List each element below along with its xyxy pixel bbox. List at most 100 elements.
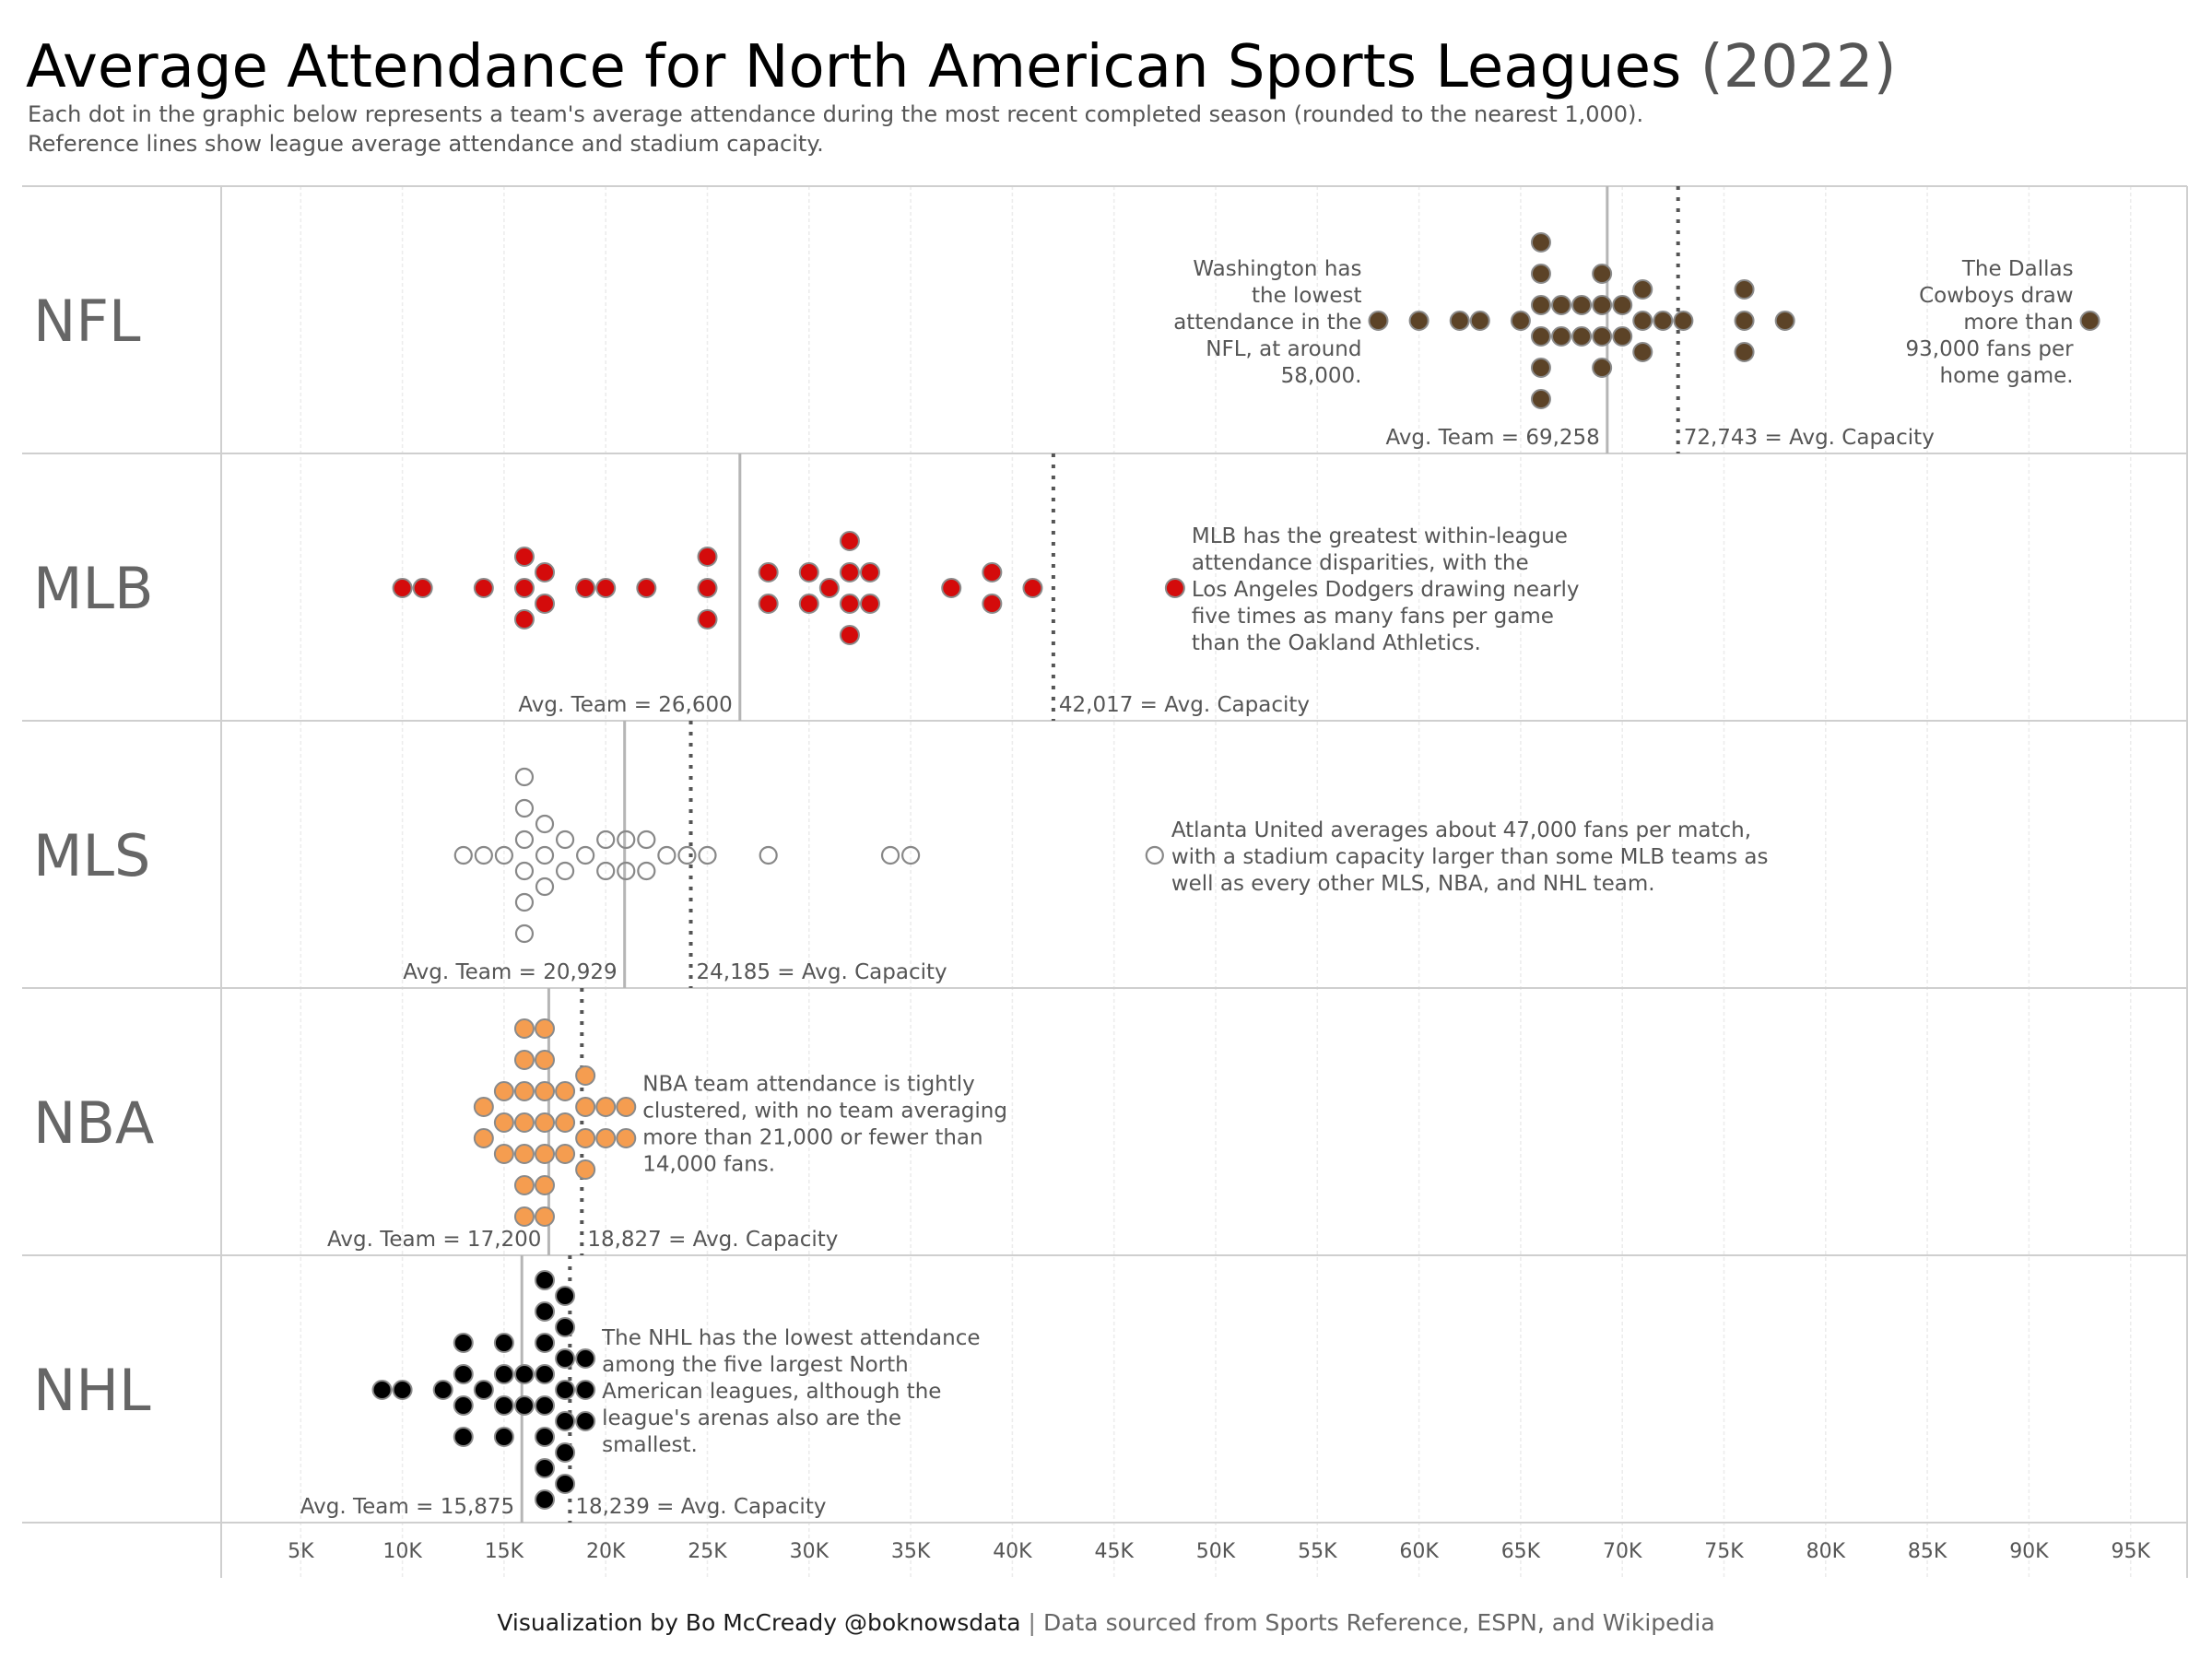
dot-mls-18k [555, 861, 575, 881]
league-label-nba: NBA [33, 1089, 154, 1157]
dot-nba-17k [535, 1206, 556, 1227]
annotation-nba-0: NBA team attendance is tightly clustered,… [642, 1073, 1007, 1177]
avg-team-label: Avg. Team = 17,200 [327, 1228, 541, 1252]
annotation-line: 14,000 fans. [642, 1153, 775, 1177]
dot-nfl-67k [1551, 295, 1572, 315]
dot-nfl-66k [1530, 358, 1551, 378]
x-tick-label: 90K [2009, 1540, 2049, 1563]
annotation-line: Atlanta United averages about 47,000 fan… [1171, 818, 1751, 842]
dot-nfl-76k [1734, 279, 1755, 300]
annotation-line: among the five largest North [602, 1353, 909, 1377]
annotation-line: more than 21,000 or fewer than [642, 1126, 982, 1150]
avg-team-label: Avg. Team = 20,929 [403, 960, 617, 984]
annotation-line: clustered, with no team averaging [642, 1100, 1007, 1124]
dot-mlb-16k [513, 609, 535, 629]
dot-mls-25k [698, 845, 717, 865]
dot-mls-17k [535, 877, 555, 897]
dot-nhl-19k [575, 1380, 596, 1400]
dot-mlb-48k [1164, 578, 1185, 598]
dot-mlb-41k [1022, 578, 1043, 598]
dot-mlb-16k [513, 547, 535, 567]
dot-mlb-25k [697, 547, 718, 567]
dot-nhl-13k [453, 1333, 474, 1353]
dot-nfl-69k [1592, 326, 1613, 347]
dot-nba-21k [616, 1128, 637, 1148]
dot-nfl-78k [1774, 311, 1795, 331]
avg-capacity-label: 72,743 = Avg. Capacity [1684, 426, 1935, 450]
dot-nba-14k [473, 1128, 494, 1148]
dot-nhl-15k [493, 1427, 514, 1447]
dot-nhl-18k [555, 1411, 576, 1431]
avg-team-label: Avg. Team = 69,258 [1385, 426, 1599, 450]
dot-nfl-68k [1571, 295, 1593, 315]
dot-nfl-70k [1612, 326, 1633, 347]
dot-nba-18k [555, 1144, 576, 1164]
dot-mlb-28k [758, 594, 779, 614]
dot-mlb-11k [412, 578, 433, 598]
dot-mlb-37k [941, 578, 962, 598]
dot-nba-18k [555, 1081, 576, 1101]
dot-nba-17k [535, 1050, 556, 1070]
footer-separator: | [1028, 1609, 1036, 1636]
dot-nhl-17k [535, 1270, 556, 1290]
dot-nhl-14k [473, 1380, 494, 1400]
dot-mls-23k [657, 845, 677, 865]
dot-nba-16k [513, 1050, 535, 1070]
dot-mls-14k [474, 845, 493, 865]
dot-mls-21k [617, 830, 636, 850]
annotation-nfl-0: Washington has the lowest attendance in th… [1173, 257, 1361, 388]
dot-nhl-16k [513, 1364, 535, 1384]
dot-mlb-30k [798, 594, 819, 614]
annotation-line: than the Oakland Athletics. [1192, 631, 1481, 655]
dot-mlb-28k [758, 562, 779, 582]
chart-subtitle-line-1: Each dot in the graphic below represents… [28, 101, 1644, 127]
x-tick-label: 60K [1399, 1540, 1439, 1563]
dot-nhl-13k [453, 1395, 474, 1416]
dot-nba-19k [575, 1159, 596, 1180]
dot-nhl-15k [493, 1333, 514, 1353]
dot-nba-20k [595, 1128, 617, 1148]
dot-mls-47k [1145, 845, 1164, 865]
dot-nfl-66k [1530, 232, 1551, 253]
dot-nfl-71k [1632, 342, 1653, 362]
dot-mls-13k [453, 845, 473, 865]
league-label-nhl: NHL [33, 1357, 151, 1424]
dot-mls-20k [596, 830, 616, 850]
dot-nfl-76k [1734, 342, 1755, 362]
dot-nfl-66k [1530, 264, 1551, 284]
annotation-line: 93,000 fans per [1906, 337, 2075, 361]
dot-mls-17k [535, 814, 555, 834]
dot-mls-16k [514, 924, 535, 944]
dot-nba-16k [513, 1112, 535, 1133]
dot-nfl-66k [1530, 326, 1551, 347]
dot-nba-19k [575, 1128, 596, 1148]
dot-mls-24k [677, 845, 697, 865]
dot-nhl-17k [535, 1489, 556, 1510]
annotation-line: the lowest [1252, 284, 1361, 308]
dot-nfl-71k [1632, 311, 1653, 331]
x-tick-label: 35K [891, 1540, 931, 1563]
dot-nhl-18k [555, 1474, 576, 1494]
dot-nba-15k [493, 1144, 514, 1164]
dot-nba-16k [513, 1206, 535, 1227]
avg-team-label: Avg. Team = 26,600 [518, 693, 732, 717]
dot-nfl-58k [1368, 311, 1389, 331]
x-axis: 5K 10K 15K 20K 25K 30K 35K 40K 45K 50K 55K 60K 65K 70… [288, 1540, 2150, 1563]
dot-nba-15k [493, 1081, 514, 1101]
chart-title: Average Attendance for North American Sp… [26, 33, 1897, 101]
dot-mls-20k [596, 861, 616, 881]
annotation-line: Los Angeles Dodgers drawing nearly [1192, 578, 1580, 602]
dot-nba-21k [616, 1097, 637, 1117]
dot-nfl-70k [1612, 295, 1633, 315]
dot-mlb-25k [697, 578, 718, 598]
x-tick-label: 40K [993, 1540, 1032, 1563]
x-tick-label: 20K [586, 1540, 626, 1563]
dot-mlb-17k [535, 594, 556, 614]
avg-capacity-label: 42,017 = Avg. Capacity [1059, 693, 1310, 717]
dot-nhl-12k [432, 1380, 453, 1400]
annotation-line: Cowboys draw [1919, 284, 2073, 308]
x-tick-label: 75K [1704, 1540, 1744, 1563]
annotation-nhl-0: The NHL has the lowest attendance among t… [601, 1326, 980, 1457]
dot-nfl-72k [1653, 311, 1674, 331]
